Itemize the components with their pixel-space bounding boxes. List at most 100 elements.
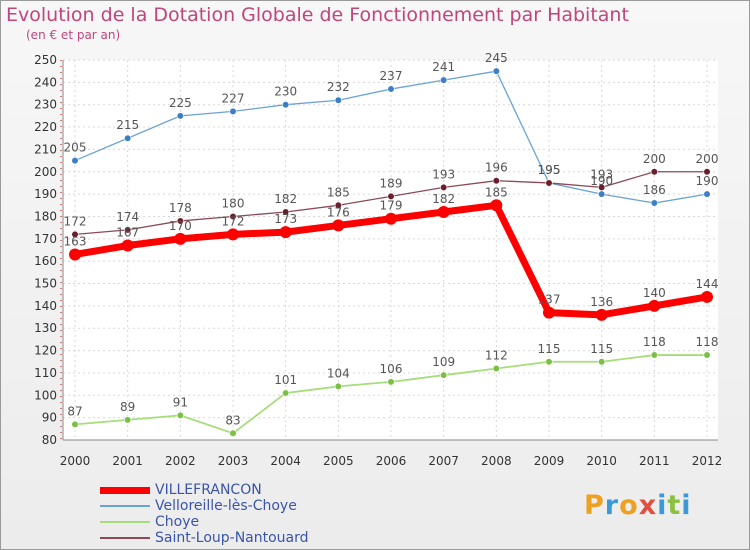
x-tick-label: 2009 [534, 454, 565, 468]
data-label-saint-loup-nantouard: 196 [485, 161, 508, 175]
y-tick-label: 150 [34, 277, 57, 291]
logo-letter: i [681, 490, 692, 521]
data-label-velloreille-le-s-choye: 230 [274, 85, 297, 99]
y-tick-label: 90 [42, 411, 57, 425]
data-label-choye: 104 [327, 366, 350, 380]
data-point-velloreille-le-s-choye [492, 67, 500, 75]
data-label-villefrancon: 173 [274, 212, 297, 226]
data-label-choye: 115 [590, 342, 613, 356]
data-label-saint-loup-nantouard: 185 [327, 185, 350, 199]
data-label-velloreille-le-s-choye: 227 [222, 91, 245, 105]
data-point-velloreille-le-s-choye [176, 112, 184, 120]
data-point-choye [650, 351, 658, 359]
data-point-choye [492, 364, 500, 373]
data-point-choye [124, 416, 132, 424]
legend-swatch [100, 487, 150, 494]
data-label-saint-loup-nantouard: 182 [274, 192, 297, 206]
data-label-villefrancon: 136 [590, 295, 613, 309]
data-label-choye: 118 [696, 335, 719, 349]
data-point-villefrancon [174, 232, 187, 245]
y-tick-label: 190 [34, 187, 57, 201]
legend-swatch [100, 537, 150, 539]
y-tick-label: 120 [34, 344, 57, 358]
x-tick-label: 2012 [692, 454, 723, 468]
chart-subtitle: (en € et par an) [26, 28, 121, 42]
logo-letter: P [584, 490, 605, 521]
data-label-villefrancon: 144 [696, 277, 719, 291]
data-point-velloreille-le-s-choye [71, 156, 79, 165]
data-label-villefrancon: 163 [64, 234, 87, 248]
data-point-villefrancon [595, 308, 608, 321]
x-tick-label: 2008 [481, 454, 512, 468]
y-tick-label: 240 [34, 75, 57, 89]
data-point-saint-loup-nantouard [176, 217, 184, 225]
data-label-saint-loup-nantouard: 195 [538, 163, 561, 177]
y-tick-label: 140 [34, 299, 57, 313]
logo-letter: o [619, 490, 639, 521]
data-label-choye: 89 [120, 400, 135, 414]
data-label-velloreille-le-s-choye: 232 [327, 80, 350, 94]
data-point-saint-loup-nantouard [387, 192, 395, 200]
y-tick-label: 180 [34, 209, 57, 223]
data-point-villefrancon [385, 212, 397, 225]
data-label-villefrancon: 179 [380, 199, 403, 213]
x-tick-label: 2005 [323, 454, 354, 468]
data-label-choye: 118 [643, 335, 666, 349]
data-point-villefrancon [648, 299, 661, 312]
data-label-saint-loup-nantouard: 180 [222, 196, 245, 210]
data-label-saint-loup-nantouard: 189 [380, 176, 403, 190]
y-tick-label: 220 [34, 120, 57, 134]
legend-item-saint-loup-nantouard: Saint-Loup-Nantouard [98, 530, 358, 546]
data-point-choye [387, 378, 395, 386]
data-point-velloreille-le-s-choye [598, 190, 606, 198]
data-point-saint-loup-nantouard [229, 212, 237, 221]
data-label-velloreille-le-s-choye: 186 [643, 183, 666, 197]
data-point-choye [229, 429, 237, 437]
logo-letter: i [657, 490, 668, 521]
y-tick-label: 110 [34, 366, 57, 380]
data-point-villefrancon [543, 306, 555, 319]
data-label-velloreille-le-s-choye: 241 [432, 60, 455, 74]
legend-label: Choye [155, 514, 200, 530]
data-label-villefrancon: 170 [169, 219, 192, 233]
data-point-velloreille-le-s-choye [229, 107, 237, 116]
data-point-saint-loup-nantouard [124, 226, 132, 234]
data-point-saint-loup-nantouard [650, 168, 658, 176]
data-point-choye [598, 358, 606, 366]
data-label-choye: 87 [67, 404, 82, 418]
data-label-saint-loup-nantouard: 193 [590, 167, 613, 181]
data-label-choye: 101 [274, 373, 297, 387]
data-label-velloreille-le-s-choye: 237 [380, 69, 403, 83]
data-label-villefrancon: 140 [643, 286, 666, 300]
data-label-choye: 109 [432, 355, 455, 369]
x-tick-label: 2007 [428, 454, 459, 468]
data-point-choye [703, 351, 711, 359]
data-label-saint-loup-nantouard: 174 [116, 210, 139, 224]
legend-swatch [100, 505, 150, 507]
x-tick-label: 2003 [218, 454, 249, 468]
logo-letter: x [638, 490, 658, 521]
data-label-villefrancon: 182 [432, 192, 455, 206]
data-point-villefrancon [69, 248, 81, 261]
logo-letter: r [604, 490, 620, 521]
y-tick-label: 80 [42, 433, 57, 447]
x-tick-label: 2000 [60, 454, 91, 468]
data-point-velloreille-le-s-choye [703, 190, 711, 198]
data-point-villefrancon [279, 226, 292, 239]
data-label-choye: 115 [538, 342, 561, 356]
y-tick-label: 170 [34, 232, 57, 246]
data-label-villefrancon: 185 [485, 185, 508, 199]
x-tick-label: 2002 [165, 454, 196, 468]
x-tick-label: 2010 [586, 454, 617, 468]
data-point-velloreille-le-s-choye [440, 76, 448, 84]
data-point-saint-loup-nantouard [598, 183, 606, 192]
data-point-choye [545, 358, 553, 366]
data-point-choye [282, 389, 290, 397]
data-label-saint-loup-nantouard: 178 [169, 201, 192, 215]
x-tick-label: 2006 [376, 454, 407, 468]
data-point-choye [440, 371, 448, 379]
y-tick-label: 100 [34, 388, 57, 402]
proxiti-logo: Proxiti [584, 490, 692, 521]
y-tick-label: 130 [34, 321, 57, 335]
